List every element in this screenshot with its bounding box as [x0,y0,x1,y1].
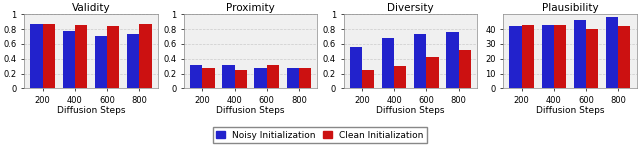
Bar [299,68,311,88]
Bar [202,68,214,88]
Bar [107,26,119,88]
X-axis label: Diffusion Steps: Diffusion Steps [536,106,604,115]
Title: Plausibility: Plausibility [541,3,598,13]
Bar [426,57,438,88]
Bar [255,68,267,88]
X-axis label: Diffusion Steps: Diffusion Steps [57,106,125,115]
Bar [190,65,202,88]
Bar [31,24,43,88]
Bar [75,25,87,88]
Title: Validity: Validity [72,3,110,13]
Bar [287,68,299,88]
Bar [362,70,374,88]
X-axis label: Diffusion Steps: Diffusion Steps [216,106,285,115]
Title: Proximity: Proximity [227,3,275,13]
Bar [574,20,586,88]
Bar [554,25,566,88]
Bar [522,25,534,88]
Bar [140,24,152,88]
Bar [95,36,107,88]
Bar [394,66,406,88]
Bar [618,26,630,88]
Bar [459,50,471,88]
Bar [63,31,75,88]
Bar [509,26,522,88]
Bar [267,65,279,88]
Bar [234,70,247,88]
Bar [349,47,362,88]
Title: Diversity: Diversity [387,3,433,13]
X-axis label: Diffusion Steps: Diffusion Steps [376,106,445,115]
Bar [43,24,55,88]
Bar [127,34,140,88]
Bar [541,25,554,88]
Bar [586,29,598,88]
Bar [446,32,459,88]
Bar [414,33,426,88]
Bar [606,17,618,88]
Legend: Noisy Initialization, Clean Initialization: Noisy Initialization, Clean Initializati… [212,127,428,143]
Bar [222,65,234,88]
Bar [382,38,394,88]
